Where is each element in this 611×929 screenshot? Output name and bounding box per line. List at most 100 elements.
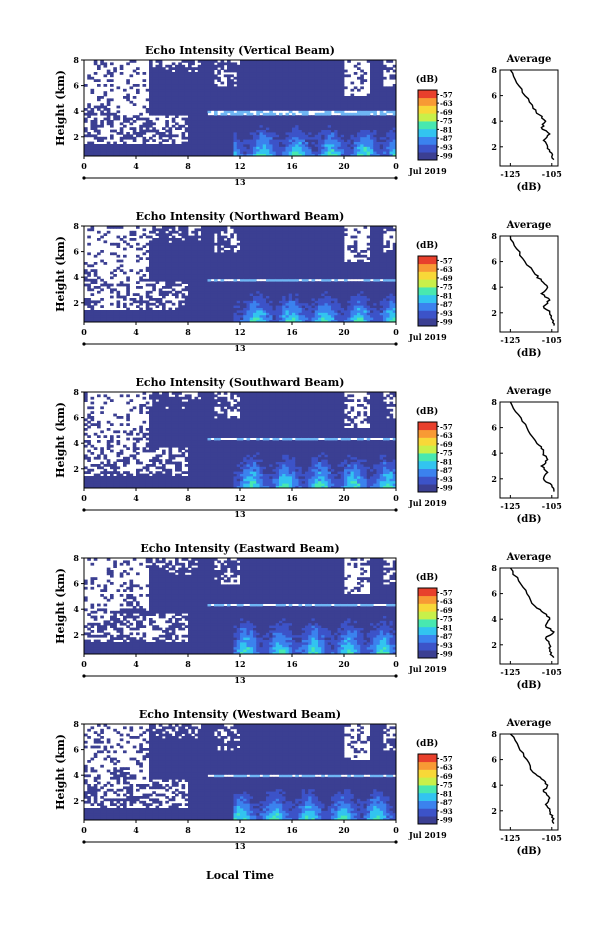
average-x-tick-label: -105 <box>542 169 562 179</box>
heatmap-cells <box>84 60 397 157</box>
x-tick-label: 0 <box>81 659 87 669</box>
y-tick-label: 4 <box>73 106 79 116</box>
average-title: Average <box>506 386 552 397</box>
average-y-tick-label: 8 <box>491 729 497 739</box>
x-tick-label: 0 <box>81 327 87 337</box>
colorbar-unit: (dB) <box>416 406 438 417</box>
colorbar-tick-label: -99 <box>440 484 453 493</box>
colorbar-segment <box>418 453 437 462</box>
y-tick-label: 8 <box>73 553 79 563</box>
colorbar-segment <box>418 271 437 280</box>
x-tick-label: 20 <box>338 659 350 669</box>
average-x-tick-label: -105 <box>542 667 562 677</box>
average-y-tick-label: 6 <box>491 755 497 765</box>
average-x-tick-label: -125 <box>500 335 520 345</box>
colorbar-tick-label: -93 <box>440 143 453 152</box>
average-frame <box>499 69 559 167</box>
date-day: 13 <box>234 675 246 685</box>
colorbar-segment <box>418 642 437 651</box>
colorbar-tick-label: -57 <box>440 754 453 763</box>
average-title: Average <box>506 220 552 231</box>
colorbar-segment <box>418 263 437 272</box>
x-tick-label: 4 <box>133 659 139 669</box>
date-day: 13 <box>234 343 246 353</box>
colorbar-tick-label: -81 <box>440 457 453 466</box>
average-profile-line <box>509 401 555 492</box>
x-tick-label: 12 <box>234 825 245 835</box>
y-tick-label: 6 <box>73 745 79 755</box>
x-tick-label: 0 <box>393 493 399 503</box>
y-tick-label: 4 <box>73 272 79 282</box>
y-axis-label: Height (km) <box>54 568 67 644</box>
x-tick-label: 4 <box>133 327 139 337</box>
y-tick-label: 6 <box>73 247 79 257</box>
heatmap-cells <box>84 226 397 323</box>
average-y-tick-label: 2 <box>491 308 497 318</box>
panel-title: Echo Intensity (Southward Beam) <box>136 376 345 389</box>
y-axis-label: Height (km) <box>54 734 67 810</box>
average-y-tick-label: 6 <box>491 257 497 267</box>
heatmap-cells <box>84 558 397 655</box>
x-tick-label: 12 <box>234 161 245 171</box>
average-y-tick-label: 2 <box>491 640 497 650</box>
colorbar-segment <box>418 90 437 99</box>
colorbar-segment <box>418 634 437 643</box>
panel-title: Echo Intensity (Vertical Beam) <box>145 44 335 57</box>
colorbar-segment <box>418 97 437 106</box>
colorbar-unit: (dB) <box>416 738 438 749</box>
colorbar-tick-label: -57 <box>440 256 453 265</box>
colorbar-segment <box>418 595 437 604</box>
x-tick-label: 0 <box>81 161 87 171</box>
x-tick-label: 16 <box>286 493 298 503</box>
colorbar-segment <box>418 761 437 770</box>
x-tick-label: 20 <box>338 493 350 503</box>
colorbar-tick-label: -93 <box>440 475 453 484</box>
colorbar-tick-label: -99 <box>440 318 453 327</box>
x-tick-label: 12 <box>234 327 245 337</box>
colorbar-segment <box>418 279 437 288</box>
colorbar-unit: (dB) <box>416 74 438 85</box>
colorbar-segment <box>418 422 437 431</box>
x-tick-label: 20 <box>338 327 350 337</box>
average-y-tick-label: 8 <box>491 397 497 407</box>
average-y-tick-label: 6 <box>491 423 497 433</box>
average-x-tick-label: -125 <box>500 833 520 843</box>
colorbar-segment <box>418 754 437 763</box>
average-x-tick-label: -105 <box>542 501 562 511</box>
x-tick-label: 16 <box>286 825 298 835</box>
x-tick-label: 16 <box>286 659 298 669</box>
colorbar-tick-label: -93 <box>440 807 453 816</box>
colorbar-tick-label: -75 <box>440 449 453 458</box>
colorbar-segment <box>418 769 437 778</box>
colorbar-tick-label: -63 <box>440 99 453 108</box>
average-y-tick-label: 8 <box>491 563 497 573</box>
colorbar-tick-label: -87 <box>440 300 453 309</box>
average-x-label: (dB) <box>517 348 542 359</box>
x-axis-label-area: Local Time <box>206 869 274 882</box>
colorbar-tick-label: -75 <box>440 283 453 292</box>
colorbar-segment <box>418 626 437 635</box>
date-day: 13 <box>234 177 246 187</box>
average-frame <box>499 733 559 831</box>
colorbar-tick-label: -57 <box>440 588 453 597</box>
colorbar-segment <box>418 445 437 454</box>
colorbar-tick-label: -87 <box>440 134 453 143</box>
colorbar-segment <box>418 144 437 153</box>
colorbar-tick-label: -99 <box>440 650 453 659</box>
x-tick-label: 0 <box>393 161 399 171</box>
colorbar-segment <box>418 603 437 612</box>
y-tick-label: 2 <box>73 630 79 640</box>
colorbar-tick-label: -75 <box>440 781 453 790</box>
colorbar-segment <box>418 256 437 265</box>
colorbar-segment <box>418 468 437 477</box>
average-y-tick-label: 4 <box>491 448 497 458</box>
colorbar-tick-label: -99 <box>440 152 453 161</box>
colorbar-tick-label: -87 <box>440 632 453 641</box>
date-month-year: Jul 2019 <box>408 166 447 176</box>
colorbar-tick-label: -75 <box>440 615 453 624</box>
colorbar-tick-label: -57 <box>440 422 453 431</box>
x-tick-label: 0 <box>393 825 399 835</box>
colorbar-tick-label: -69 <box>440 772 453 781</box>
y-axis-label: Height (km) <box>54 402 67 478</box>
average-profile-line <box>509 733 555 825</box>
